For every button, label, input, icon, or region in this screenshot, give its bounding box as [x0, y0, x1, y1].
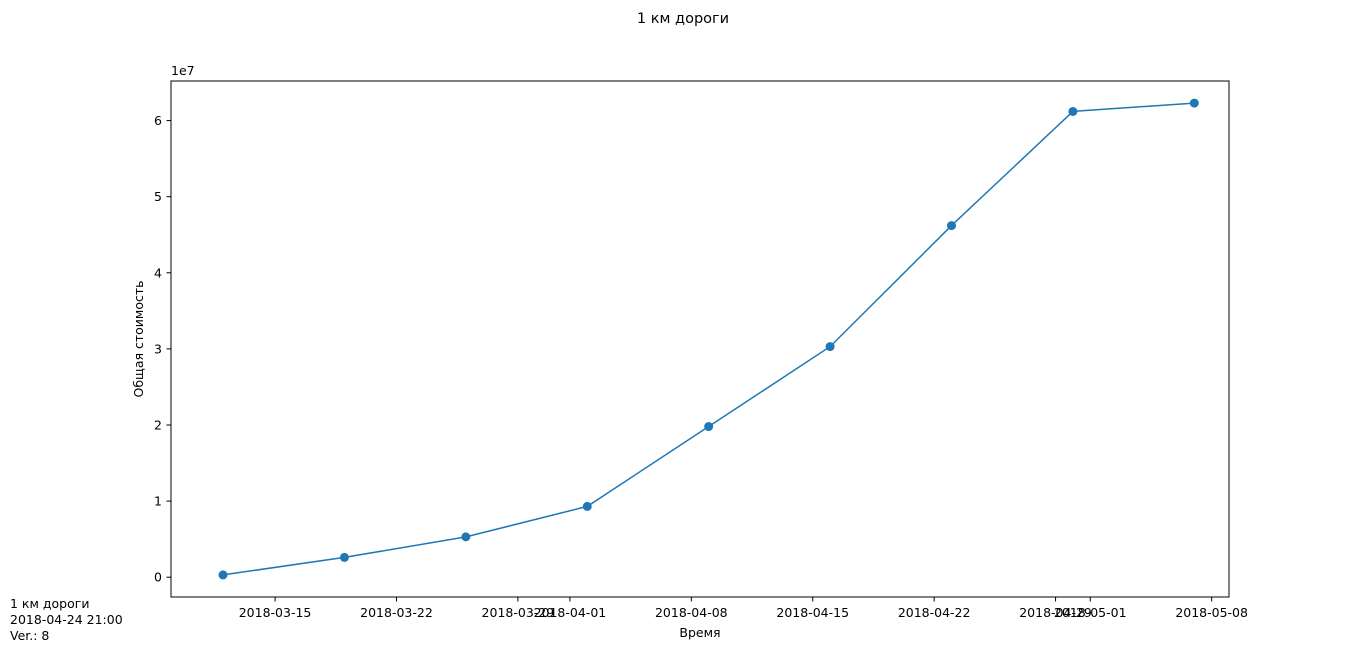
x-axis-ticks: 2018-03-15 2018-03-22 2018-03-292018-04-01…	[239, 597, 1248, 620]
x-axis-label: Время	[679, 625, 720, 640]
x-tick-label: 2018-04-22	[898, 605, 971, 620]
series-line	[222, 102, 1195, 576]
y-tick-label: 2	[154, 418, 162, 433]
data-point	[582, 501, 592, 511]
x-tick-label: 2018-04-08	[655, 605, 728, 620]
footer-timestamp: 2018-04-24 21:00	[10, 612, 123, 627]
footer-info: 1 км дороги 2018-04-24 21:00 Ver.: 8	[10, 596, 123, 644]
data-series	[218, 98, 1199, 580]
chart-title: 1 км дороги	[636, 11, 730, 27]
data-point	[1068, 106, 1078, 116]
y-axis-label: Общая стоимость	[131, 281, 146, 398]
data-point	[218, 570, 228, 580]
x-tick-label: 2018-04-29	[1019, 605, 1092, 620]
x-tick-label: 2018-03-29	[482, 605, 555, 620]
data-point	[461, 532, 471, 542]
data-point	[704, 422, 714, 432]
y-tick-label: 6	[154, 113, 162, 128]
x-tick-label: 2018-03-15	[239, 605, 312, 620]
plot-frame	[170, 80, 1230, 598]
x-tick-label: 2018-03-22	[360, 605, 433, 620]
x-tick-label: 2018-05-08	[1175, 605, 1248, 620]
y-tick-label: 4	[154, 265, 162, 280]
data-point	[825, 342, 835, 352]
y-tick-label: 1	[154, 494, 162, 509]
data-point	[946, 221, 956, 231]
x-tick-label: 2018-04-01	[534, 605, 607, 620]
footer-version: Ver.: 8	[10, 628, 50, 643]
y-offset-label: 1e7	[171, 63, 195, 78]
data-point	[339, 552, 349, 562]
x-tick-label: 2018-04-15	[776, 605, 849, 620]
y-tick-label: 0	[154, 570, 162, 585]
y-tick-label: 5	[154, 189, 162, 204]
data-point	[1189, 98, 1199, 108]
footer-title: 1 км дороги	[10, 596, 90, 611]
y-tick-label: 3	[154, 341, 162, 356]
x-tick-label: 2018-05-01	[1054, 605, 1127, 620]
y-axis-ticks: 0 1 2 3 4 5 6	[154, 113, 171, 585]
